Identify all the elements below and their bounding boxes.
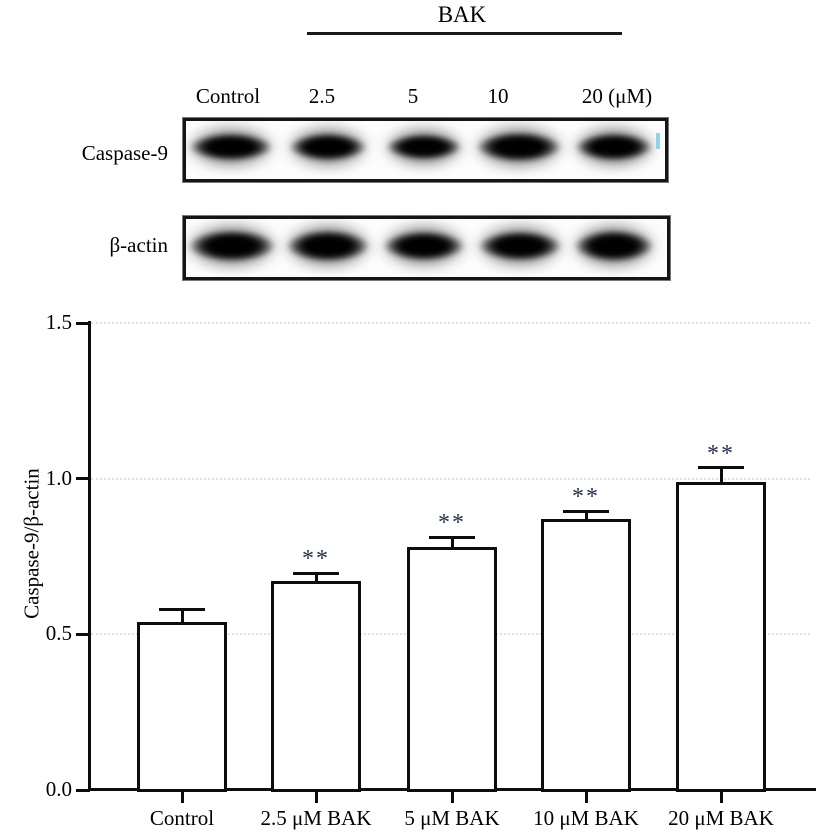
caspase9-blot-image [183, 118, 668, 182]
beta-actin-band-5 [574, 230, 654, 262]
y-tick-label-0.0: 0.0 [45, 777, 72, 801]
caspase9-band-4 [476, 132, 562, 162]
significance-marker-20-m-bak: ** [707, 440, 735, 467]
beta-actin-band-2 [286, 230, 370, 262]
significance-marker-10-m-bak: ** [572, 484, 600, 511]
bar-10-m-bak [541, 519, 631, 792]
y-tick-1.0 [76, 477, 90, 481]
caspase9-blot-label: Caspase-9 [81, 141, 168, 165]
x-category-label-5-m-bak: 5 μM BAK [404, 806, 500, 830]
error-bar-stem-2-5-m-bak [314, 573, 318, 582]
error-bar-stem-10-m-bak [584, 511, 588, 520]
error-bar-cap-5-m-bak [429, 535, 475, 539]
scan-artifact-mark [656, 133, 660, 149]
lane-label-control: Control [195, 84, 261, 108]
x-tick-5-m-bak [450, 791, 454, 803]
treatment-group-label: BAK [437, 2, 487, 27]
error-bar-stem-control [180, 609, 184, 622]
x-category-label-2-5-m-bak: 2.5 μM BAK [260, 806, 372, 830]
significance-marker-5-m-bak: ** [438, 510, 466, 537]
x-category-label-10-m-bak: 10 μM BAK [533, 806, 639, 830]
bar-control [137, 621, 227, 792]
caspase9-band-3 [386, 134, 462, 160]
x-category-label-20-m-bak: 20 μM BAK [668, 806, 774, 830]
caspase9-band-1 [189, 133, 273, 161]
x-tick-10-m-bak [584, 791, 588, 803]
x-tick-control [180, 791, 184, 803]
beta-actin-band-3 [383, 231, 465, 261]
x-tick-20-m-bak [719, 791, 723, 803]
lane-label-5: 5 [407, 84, 419, 108]
lane-label-2-5: 2.5 [308, 84, 336, 108]
error-bar-stem-5-m-bak [450, 537, 454, 548]
y-tick-1.5 [76, 321, 90, 325]
beta-actin-band-1 [188, 230, 276, 262]
bar-2-5-m-bak [271, 581, 361, 792]
lane-label-20-m: 20 (μM) [581, 84, 653, 108]
error-bar-cap-20-m-bak [698, 466, 744, 470]
beta-actin-blot-label: β-actin [109, 233, 169, 257]
gridline-1.0 [91, 477, 810, 480]
error-bar-stem-20-m-bak [719, 467, 723, 482]
treatment-group-bracket-line [307, 32, 622, 35]
bar-20-m-bak [676, 481, 766, 792]
error-bar-cap-control [159, 607, 205, 611]
beta-actin-band-4 [478, 231, 562, 261]
significance-marker-2-5-m-bak: ** [302, 546, 330, 573]
gridline-1.5 [91, 322, 810, 324]
y-axis-line [88, 321, 91, 791]
error-bar-cap-10-m-bak [563, 509, 609, 513]
error-bar-cap-2-5-m-bak [293, 571, 339, 575]
caspase9-band-2 [289, 133, 367, 161]
y-tick-label-0.5: 0.5 [45, 621, 72, 646]
beta-actin-blot-image [182, 216, 670, 280]
y-tick-0.5 [76, 632, 90, 636]
lane-label-10: 10 [487, 84, 509, 108]
x-category-label-control: Control [149, 806, 215, 830]
caspase9-band-5 [575, 133, 653, 161]
x-tick-2-5-m-bak [314, 791, 318, 803]
y-tick-0.0 [76, 788, 90, 792]
y-tick-label-1.0: 1.0 [45, 465, 72, 490]
y-tick-label-1.5: 1.5 [45, 310, 72, 334]
bar-5-m-bak [407, 547, 497, 792]
